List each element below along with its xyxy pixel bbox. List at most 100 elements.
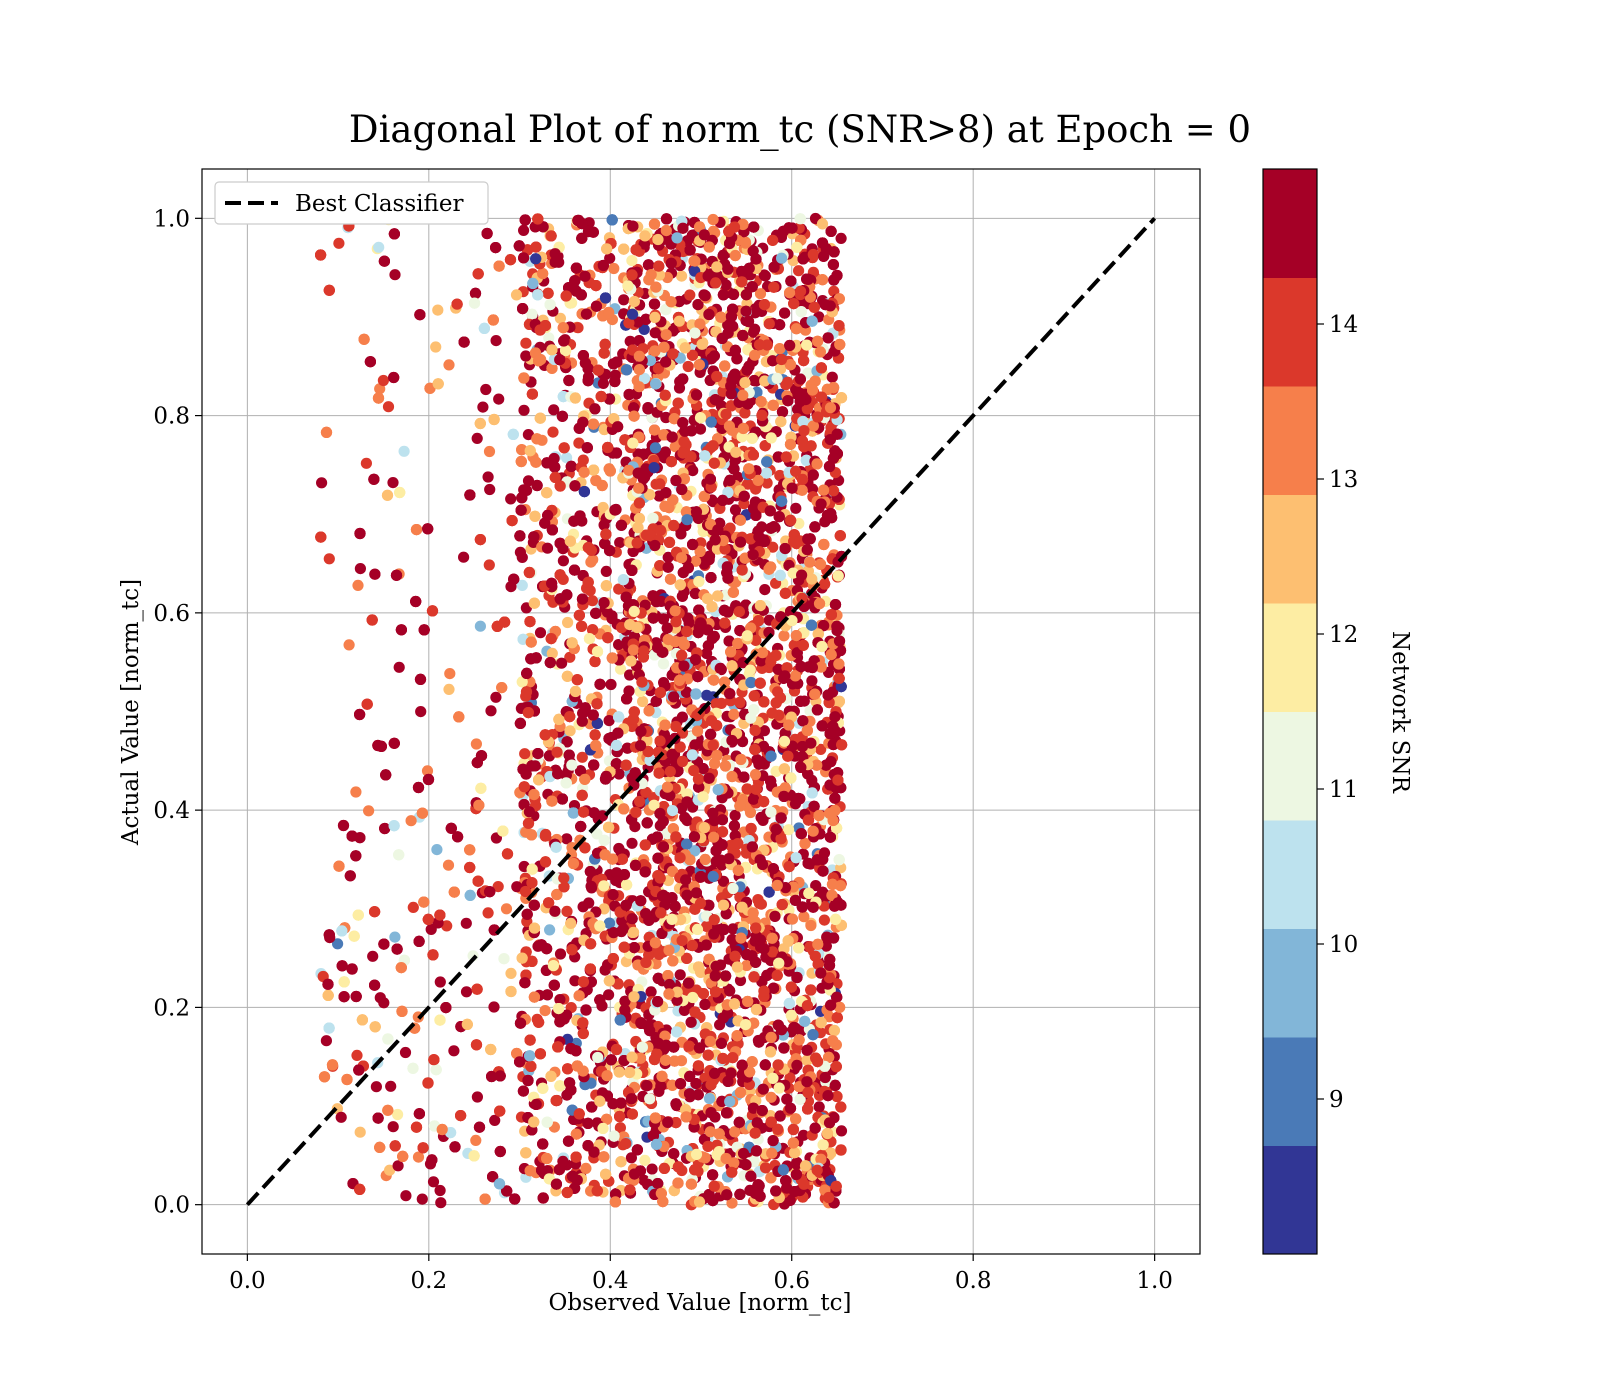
scatter-point	[458, 551, 470, 563]
scatter-point	[646, 1163, 658, 1175]
scatter-point	[488, 1001, 500, 1013]
scatter-point	[546, 647, 558, 660]
scatter-point	[382, 401, 395, 413]
scatter-point	[374, 992, 386, 1004]
scatter-point	[520, 337, 532, 349]
scatter-point	[810, 880, 822, 892]
scatter-point	[370, 1081, 382, 1093]
scatter-point	[561, 452, 573, 464]
scatter-point	[761, 477, 773, 489]
scatter-point	[471, 1091, 483, 1103]
scatter-point	[816, 218, 829, 230]
scatter-point	[333, 237, 345, 249]
scatter-point	[577, 901, 589, 913]
scatter-point	[377, 374, 389, 387]
scatter-point	[430, 341, 442, 353]
scatter-point	[548, 404, 560, 416]
scatter-point	[441, 920, 453, 932]
scatter-point	[343, 639, 355, 651]
scatter-point	[534, 627, 547, 639]
scatter-point	[444, 668, 456, 680]
scatter-point	[350, 786, 362, 798]
scatter-point	[483, 445, 496, 458]
chart-title: Diagonal Plot of norm_tc (SNR>8) at Epoc…	[349, 108, 1251, 152]
scatter-point	[477, 401, 489, 413]
scatter-point	[518, 224, 530, 236]
scatter-point	[384, 1164, 396, 1176]
scatter-point	[687, 465, 699, 477]
scatter-point	[432, 304, 444, 316]
scatter-point	[613, 768, 625, 780]
scatter-point	[576, 751, 588, 763]
scatter-point	[790, 502, 802, 514]
scatter-point	[387, 477, 399, 489]
scatter-point	[511, 881, 523, 893]
scatter-point	[645, 986, 657, 998]
scatter-point	[554, 948, 567, 960]
scatter-point	[323, 553, 335, 565]
scatter-point	[562, 616, 574, 629]
scatter-point	[367, 950, 379, 962]
scatter-point	[489, 1114, 501, 1126]
scatter-point	[516, 676, 528, 688]
scatter-point	[490, 335, 502, 347]
scatter-point	[825, 1147, 837, 1159]
scatter-point	[387, 1121, 399, 1133]
scatter-point	[783, 824, 795, 836]
scatter-point	[614, 1122, 627, 1134]
scatter-point	[490, 691, 502, 703]
scatter-point	[389, 931, 401, 943]
scatter-point	[505, 967, 517, 980]
scatter-point	[572, 322, 584, 334]
scatter-point	[335, 1111, 347, 1123]
scatter-point	[720, 279, 732, 291]
scatter-point	[614, 537, 626, 549]
scatter-point	[541, 542, 554, 554]
scatter-point	[385, 1080, 397, 1092]
scatter-point	[604, 252, 616, 264]
scatter-point	[556, 657, 568, 669]
scatter-point	[547, 426, 559, 438]
scatter-point	[835, 232, 847, 244]
scatter-point	[416, 1193, 428, 1205]
scatter-point	[586, 595, 599, 607]
scatter-point	[520, 350, 532, 362]
scatter-point	[591, 828, 603, 840]
scatter-point	[492, 881, 504, 893]
scatter-point	[597, 377, 610, 389]
scatter-point	[673, 382, 686, 394]
scatter-point	[774, 469, 786, 482]
scatter-point	[412, 1151, 425, 1163]
scatter-point	[360, 457, 372, 469]
scatter-point	[389, 269, 401, 281]
scatter-point	[806, 675, 818, 687]
scatter-point	[605, 678, 617, 691]
scatter-point	[474, 620, 486, 632]
scatter-point	[561, 833, 573, 845]
scatter-point	[826, 371, 838, 383]
scatter-point	[518, 404, 530, 416]
scatter-point	[729, 504, 742, 516]
scatter-point	[485, 705, 497, 717]
scatter-point	[519, 748, 531, 760]
scatter-point	[516, 579, 528, 592]
scatter-point	[626, 837, 638, 849]
scatter-point	[618, 294, 630, 306]
scatter-point	[564, 725, 576, 737]
scatter-point	[676, 270, 688, 282]
scatter-point	[603, 715, 615, 727]
scatter-point	[354, 563, 366, 575]
scatter-point	[690, 555, 702, 567]
scatter-point	[639, 1154, 651, 1166]
scatter-point	[741, 959, 753, 972]
scatter-point	[505, 493, 517, 505]
scatter-point	[427, 1176, 440, 1188]
scatter-point	[615, 663, 627, 675]
scatter-point	[460, 986, 473, 998]
scatter-point	[805, 919, 817, 932]
scatter-point	[407, 901, 419, 914]
scatter-points	[315, 212, 848, 1211]
scatter-point	[363, 805, 375, 817]
scatter-point	[682, 360, 694, 373]
scatter-point	[754, 288, 767, 300]
